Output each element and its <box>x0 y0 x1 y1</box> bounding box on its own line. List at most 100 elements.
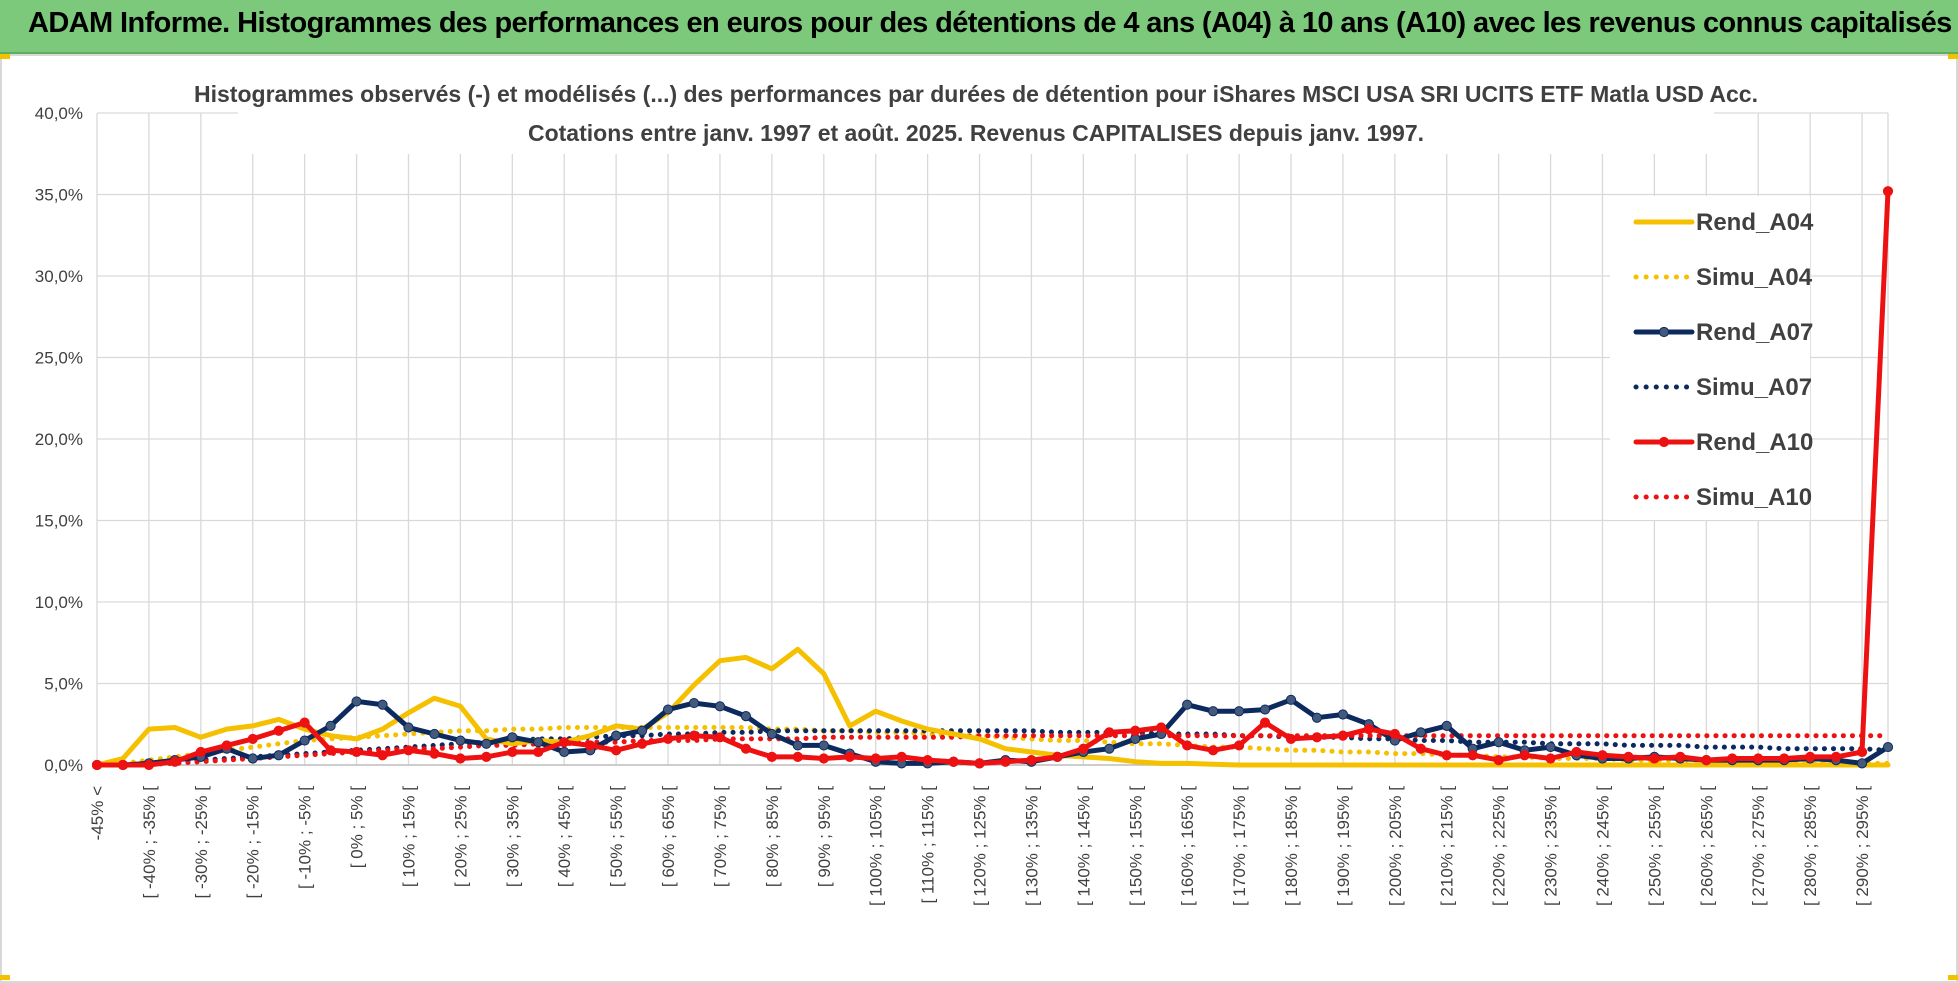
series-point <box>974 758 985 769</box>
x-tick-label: [ 70% ; 75% [ <box>711 786 730 887</box>
series-point <box>1104 743 1115 754</box>
series-point <box>1233 706 1245 717</box>
series-point <box>1805 751 1816 762</box>
x-tick-label: [ 200% ; 205% [ <box>1386 786 1405 906</box>
series-point <box>247 753 258 764</box>
series-point <box>1156 722 1167 733</box>
x-tick-label: [ 100% ; 105% [ <box>867 786 886 906</box>
frame-corner-mark <box>1948 54 1958 59</box>
x-tick-label: [ -10% ; -5% [ <box>296 786 315 889</box>
legend-label: Rend_A04 <box>1696 209 1814 236</box>
x-tick-label: [ 250% ; 255% [ <box>1645 786 1664 906</box>
y-tick-label: 20,0% <box>35 430 83 449</box>
legend-marker <box>1658 326 1670 338</box>
series-point <box>792 751 803 762</box>
series-point <box>1571 746 1582 758</box>
series-point <box>1182 699 1193 710</box>
series-point <box>870 753 881 764</box>
frame-corner-mark <box>0 975 10 980</box>
x-tick-label-group: [ 290% ; 295% [ <box>1853 786 1872 906</box>
series-point <box>455 735 466 746</box>
series-point <box>1208 745 1219 756</box>
x-tick-label-group: [ 210% ; 215% [ <box>1438 786 1457 906</box>
x-tick-label: [ 140% ; 145% [ <box>1074 786 1093 906</box>
series-point <box>1130 725 1141 736</box>
frame-corner-mark <box>1948 975 1958 980</box>
x-tick-label-group: [ 100% ; 105% [ <box>867 786 886 906</box>
x-tick-label-group: [ 260% ; 265% [ <box>1697 786 1716 906</box>
series-point <box>714 701 726 712</box>
chart-title-line2: Cotations entre janv. 1997 et août. 2025… <box>528 120 1424 146</box>
x-tick-label: [ 220% ; 225% [ <box>1490 786 1509 906</box>
x-tick-label: [ 60% ; 65% [ <box>659 786 678 887</box>
x-tick-label: [ 180% ; 185% [ <box>1282 786 1301 906</box>
series-point <box>1882 186 1894 197</box>
x-tick-label: [ 260% ; 265% [ <box>1697 786 1716 906</box>
series-point <box>481 751 492 762</box>
series-point <box>429 728 440 740</box>
y-tick-label: 35,0% <box>35 186 83 205</box>
x-tick-label: [ -20% ; -15% [ <box>244 786 263 899</box>
series-point <box>714 732 726 743</box>
x-tick-label-group: [ 180% ; 185% [ <box>1282 786 1301 906</box>
series-point <box>377 699 388 710</box>
series-point <box>325 720 336 731</box>
series-point <box>1311 732 1323 743</box>
series-point <box>1441 750 1452 761</box>
series-point <box>533 746 544 758</box>
series-point <box>636 725 648 736</box>
series-line-simu-a10 <box>94 733 1891 768</box>
x-tick-label-group: [ 220% ; 225% [ <box>1490 786 1509 906</box>
series-point <box>1104 727 1115 738</box>
legend-label: Simu_A04 <box>1696 264 1813 291</box>
y-tick-label: 30,0% <box>35 267 83 286</box>
x-tick-label: [ 50% ; 55% [ <box>607 786 626 887</box>
y-tick-label: 10,0% <box>35 593 83 612</box>
series-point <box>1753 753 1764 764</box>
series-point <box>1389 728 1400 740</box>
series-point <box>1182 740 1193 751</box>
x-tick-label: [ 150% ; 155% [ <box>1126 786 1145 906</box>
x-tick-label-group: [ 130% ; 135% [ <box>1022 786 1041 906</box>
series-point <box>403 722 414 733</box>
y-tick-label: 40,0% <box>35 104 83 123</box>
x-tick-label-group: [ 190% ; 195% [ <box>1334 786 1353 906</box>
series-point <box>1493 755 1504 766</box>
series-point <box>299 735 310 746</box>
y-tick-label: 0,0% <box>44 756 83 775</box>
series-point <box>221 740 232 751</box>
x-tick-label-group: [ 10% ; 15% [ <box>399 786 418 887</box>
series-point <box>740 711 752 722</box>
series-point <box>1856 758 1868 769</box>
x-tick-label: [ -30% ; -25% [ <box>192 786 211 899</box>
x-axis: -45% < [ -40% ; -35% [[ -30% ; -25% [[ -2… <box>88 764 1888 906</box>
series-point <box>325 745 336 756</box>
series-point <box>818 753 829 764</box>
series-point <box>1233 740 1245 751</box>
x-tick-label-group: -45% < <box>88 786 107 840</box>
x-tick-label: [ 280% ; 285% [ <box>1801 786 1820 906</box>
legend-background <box>1610 196 1810 520</box>
series-point <box>1649 753 1660 764</box>
series-point <box>1363 724 1374 735</box>
series-point <box>117 759 129 771</box>
series-point <box>922 755 933 766</box>
series-point <box>1078 743 1089 754</box>
series-point <box>662 704 674 715</box>
series-point <box>1545 741 1556 753</box>
series-point <box>1415 743 1426 754</box>
series-point <box>1623 751 1634 762</box>
x-tick-label-group: [ 30% ; 35% [ <box>503 786 522 887</box>
series-line-rend-a10 <box>94 188 1891 768</box>
series-point <box>247 733 258 745</box>
x-tick-label-group: [ 150% ; 155% [ <box>1126 786 1145 906</box>
legend-label: Rend_A10 <box>1696 429 1813 456</box>
x-tick-label: [ 10% ; 15% [ <box>399 786 418 887</box>
legend-label: Rend_A07 <box>1696 319 1813 346</box>
series-point <box>91 759 103 771</box>
x-tick-label-group: [ 240% ; 245% [ <box>1593 786 1612 906</box>
chart-title-background <box>238 74 1714 154</box>
x-tick-label: [ 30% ; 35% [ <box>503 786 522 887</box>
series-point <box>585 740 596 751</box>
legend-marker <box>1658 436 1670 448</box>
